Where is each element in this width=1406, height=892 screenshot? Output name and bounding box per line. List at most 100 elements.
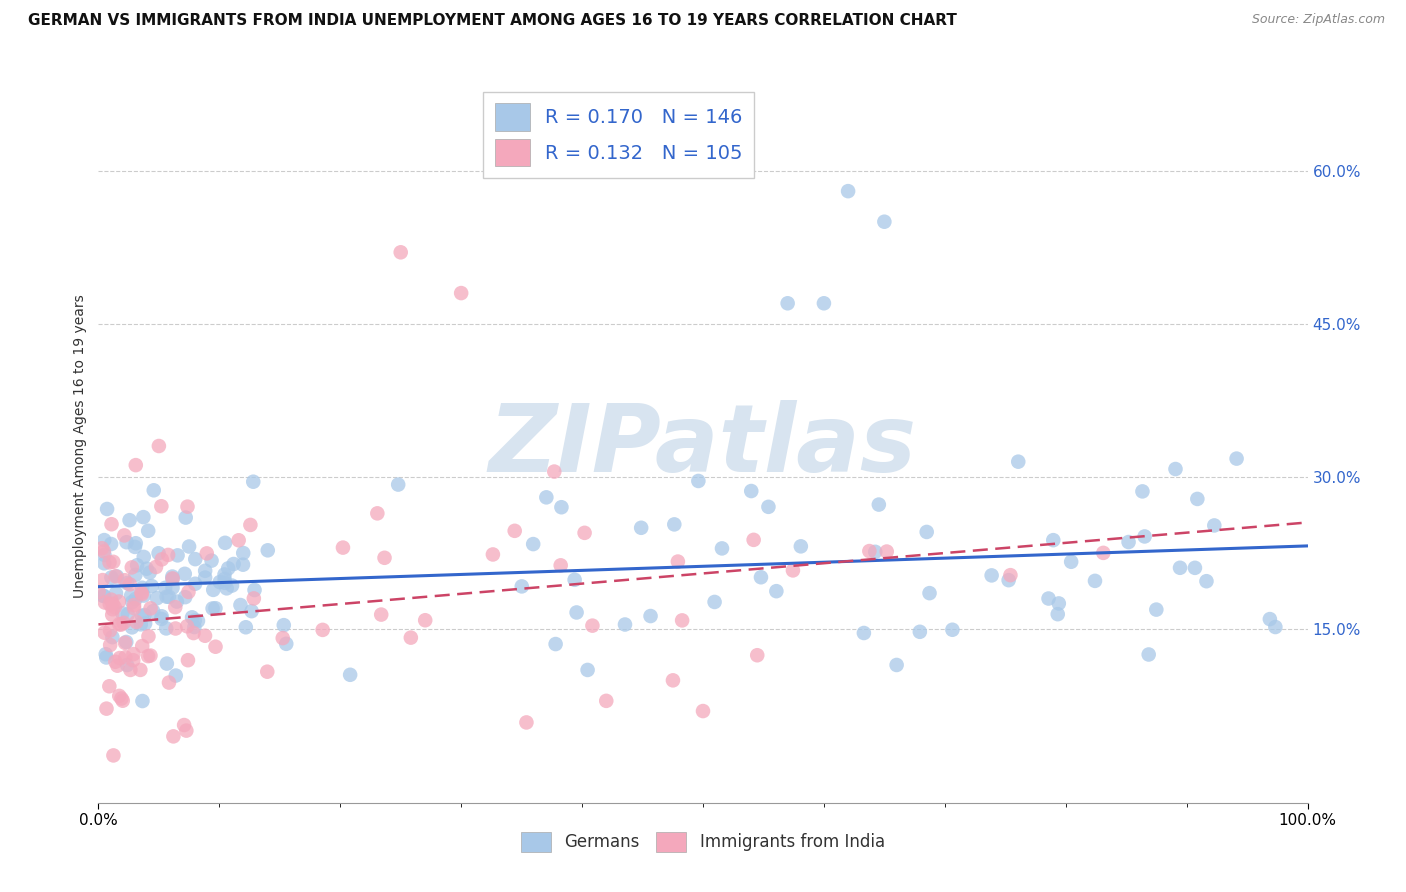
Point	[115, 658, 138, 673]
Point	[544, 637, 567, 651]
Point	[595, 694, 617, 708]
Point	[132, 549, 155, 564]
Point	[98, 624, 121, 638]
Point	[671, 613, 693, 627]
Point	[918, 586, 941, 600]
Point	[201, 601, 224, 615]
Point	[145, 560, 167, 574]
Point	[122, 598, 145, 612]
Point	[177, 540, 200, 554]
Point	[662, 673, 685, 688]
Point	[110, 617, 132, 632]
Point	[181, 610, 204, 624]
Point	[96, 650, 118, 665]
Point	[174, 510, 197, 524]
Point	[908, 624, 931, 639]
Point	[1226, 451, 1249, 466]
Point	[214, 536, 236, 550]
Point	[118, 513, 141, 527]
Point	[108, 651, 131, 665]
Point	[101, 630, 124, 644]
Point	[162, 581, 184, 595]
Point	[273, 618, 295, 632]
Point	[108, 689, 131, 703]
Point	[482, 548, 505, 562]
Point	[125, 615, 148, 629]
Point	[232, 546, 254, 560]
Point	[543, 465, 565, 479]
Point	[98, 597, 121, 611]
Point	[91, 573, 114, 587]
Point	[239, 517, 262, 532]
Point	[1060, 555, 1083, 569]
Point	[176, 723, 198, 738]
Point	[243, 582, 266, 597]
Point	[522, 537, 544, 551]
Point	[614, 617, 637, 632]
Point	[98, 638, 121, 652]
Point	[413, 613, 436, 627]
Point	[132, 589, 155, 603]
Point	[150, 552, 173, 566]
Point	[1118, 535, 1140, 549]
Point	[1168, 561, 1191, 575]
Point	[100, 517, 122, 532]
Point	[215, 582, 238, 596]
Point	[886, 657, 908, 672]
Point	[242, 475, 264, 489]
Point	[640, 609, 662, 624]
Point	[125, 458, 148, 472]
Point	[165, 668, 187, 682]
Point	[941, 623, 963, 637]
Point	[124, 540, 146, 554]
Point	[852, 626, 875, 640]
Point	[184, 576, 207, 591]
Point	[184, 552, 207, 566]
Point	[503, 524, 526, 538]
Point	[142, 604, 165, 618]
Point	[131, 608, 153, 623]
Point	[1264, 620, 1286, 634]
Point	[1258, 612, 1281, 626]
Point	[311, 623, 333, 637]
Point	[692, 704, 714, 718]
Point	[256, 543, 278, 558]
Point	[155, 622, 177, 636]
Point	[96, 701, 118, 715]
Point	[217, 561, 239, 575]
Point	[271, 631, 294, 645]
Point	[131, 587, 153, 601]
Point	[1204, 518, 1226, 533]
Point	[204, 640, 226, 654]
Point	[214, 572, 236, 586]
Point	[208, 575, 231, 590]
Point	[165, 600, 187, 615]
Point	[243, 591, 266, 606]
Point	[134, 616, 156, 631]
Point	[1184, 561, 1206, 575]
Point	[370, 607, 392, 622]
Point	[194, 564, 217, 578]
Point	[141, 579, 163, 593]
Point	[166, 594, 188, 608]
Y-axis label: Unemployment Among Ages 16 to 19 years: Unemployment Among Ages 16 to 19 years	[73, 294, 87, 598]
Point	[664, 517, 686, 532]
Point	[980, 568, 1002, 582]
Point	[87, 585, 110, 599]
Point	[96, 502, 118, 516]
Legend: Germans, Immigrants from India: Germans, Immigrants from India	[515, 825, 891, 859]
Point	[136, 524, 159, 538]
Point	[366, 507, 388, 521]
Point	[121, 595, 143, 609]
Point	[1046, 607, 1069, 622]
Point	[1038, 591, 1060, 606]
Point	[1000, 568, 1022, 582]
Point	[165, 622, 187, 636]
Point	[703, 595, 725, 609]
Point	[107, 658, 129, 673]
Point	[510, 579, 533, 593]
Point	[122, 653, 145, 667]
Point	[758, 500, 780, 514]
Point	[1132, 484, 1154, 499]
Point	[155, 590, 177, 604]
